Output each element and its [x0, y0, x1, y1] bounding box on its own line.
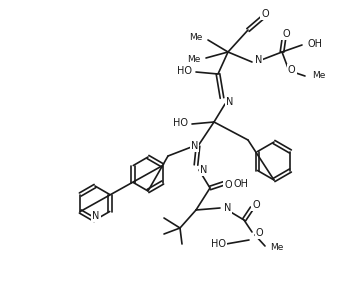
Text: Me: Me: [187, 56, 200, 65]
Text: Me: Me: [312, 71, 325, 80]
Text: O: O: [261, 9, 269, 19]
Text: N: N: [255, 55, 262, 65]
Text: N: N: [224, 203, 232, 213]
Text: OH: OH: [233, 179, 248, 189]
Text: HO: HO: [177, 66, 192, 76]
Text: N: N: [191, 141, 198, 151]
Text: O: O: [224, 180, 232, 190]
Text: O: O: [282, 29, 290, 39]
Text: N: N: [200, 165, 207, 175]
Text: O: O: [256, 228, 264, 238]
Text: O: O: [288, 65, 296, 75]
Text: N: N: [92, 211, 100, 221]
Text: Me: Me: [189, 33, 202, 42]
Text: O: O: [252, 200, 260, 210]
Text: HO: HO: [211, 239, 226, 249]
Text: OH: OH: [308, 39, 323, 49]
Text: Me: Me: [270, 243, 284, 251]
Text: N: N: [226, 97, 233, 107]
Text: HO: HO: [173, 118, 188, 128]
